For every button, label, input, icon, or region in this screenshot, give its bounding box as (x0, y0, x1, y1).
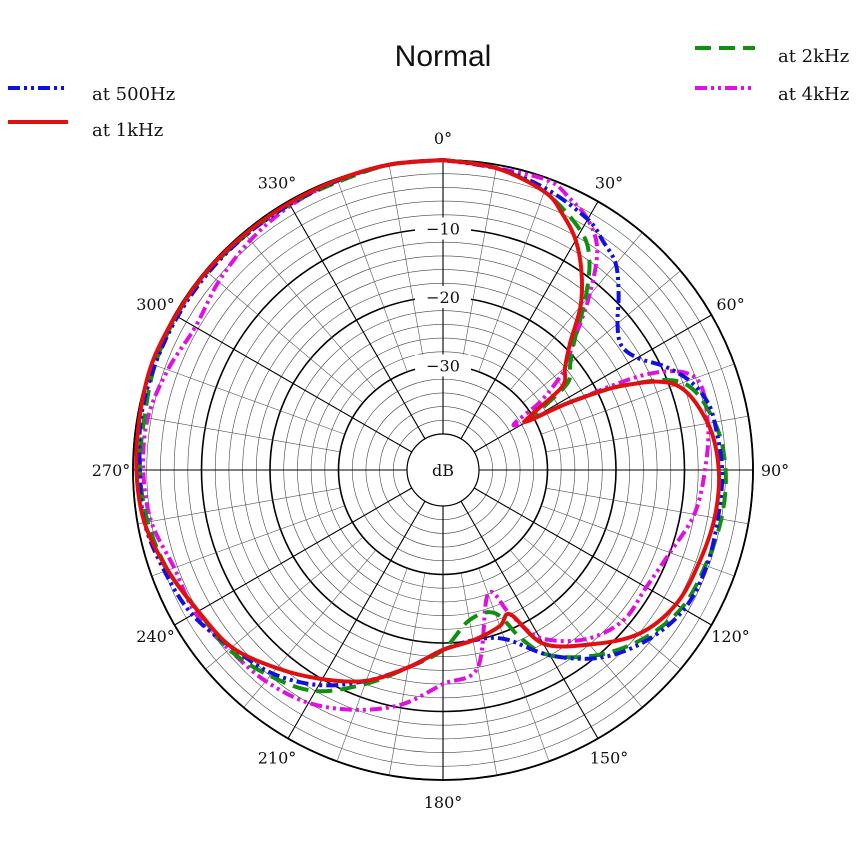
center-label-bg (429, 459, 457, 479)
grid-spoke-major (473, 314, 712, 453)
radial-tick-bg (415, 286, 471, 308)
legend-right: at 2kHz at 4kHz (695, 46, 849, 105)
grid-spoke-minor (243, 232, 377, 391)
grid-spoke-minor (460, 572, 498, 776)
grid-spoke-minor (522, 270, 681, 404)
grid-spoke-major (174, 314, 413, 453)
grid-spoke-minor (460, 164, 498, 368)
grid-spoke-minor (336, 568, 408, 762)
grid-spoke-minor (137, 415, 341, 453)
series-line-at-1khz (134, 158, 722, 684)
radial-tick-label: −10 (426, 220, 460, 239)
chart-title: Normal (395, 40, 492, 73)
radial-tick-label: −20 (426, 288, 460, 307)
angle-tick-label: 210° (258, 749, 297, 768)
grid-spoke-minor (478, 568, 550, 762)
angle-tick-label: 240° (136, 627, 175, 646)
data-series (134, 158, 728, 712)
grid-spoke-major (287, 500, 426, 739)
series-line-at-4khz (141, 158, 711, 712)
grid-spoke-minor (509, 549, 643, 708)
angle-tick-label: 120° (711, 627, 750, 646)
grid-spoke-major (287, 201, 426, 440)
radial-tick-label: −30 (426, 357, 460, 376)
angle-tick-labels: 0° 30° 60° 90° 120° 150° 180° 210° 240° 270° 300° 3… (92, 129, 789, 812)
grid-spoke-minor (478, 178, 550, 372)
legend-label-4khz: at 4kHz (778, 84, 849, 105)
legend-label-1khz: at 1kHz (92, 120, 163, 141)
angle-tick-label: 270° (92, 461, 131, 480)
grid-spoke-minor (541, 505, 735, 577)
center-unit-text: dB (432, 461, 454, 480)
angle-tick-label: 60° (716, 295, 744, 314)
angle-tick-label: 90° (761, 461, 789, 480)
grid-spoke-major (473, 487, 712, 626)
series-line-at-500hz (137, 158, 725, 688)
legend-label-2khz: at 2kHz (778, 46, 849, 67)
radial-tick-labels: −10 −20 −30 (415, 217, 471, 377)
grid-spoke-major (174, 487, 413, 626)
grid-spoke-minor (541, 363, 735, 435)
angle-tick-label: 30° (595, 173, 623, 192)
grid-spoke-minor (137, 487, 341, 525)
grid-spoke-minor (336, 178, 408, 372)
legend-left: at 500Hz at 1kHz (8, 84, 175, 141)
legend-label-500hz: at 500Hz (92, 84, 175, 105)
angle-tick-label: 150° (590, 749, 629, 768)
grid-spoke-minor (151, 363, 345, 435)
angle-tick-label: 300° (136, 295, 175, 314)
grid-spoke-minor (509, 232, 643, 391)
center-unit-label: dB (429, 459, 457, 480)
grid-spoke-major (460, 500, 599, 739)
grid-spoke-minor (522, 536, 681, 670)
grid-spoke-minor (205, 270, 364, 404)
radial-tick-bg (415, 354, 471, 377)
angle-tick-label: 330° (258, 173, 297, 192)
angle-tick-label: 180° (424, 793, 463, 812)
radial-tick-bg (415, 217, 471, 240)
grid-spoke-minor (388, 572, 426, 776)
grid-spoke-minor (388, 164, 426, 368)
angle-tick-label: 0° (434, 129, 452, 148)
grid-spoke-minor (151, 505, 345, 577)
